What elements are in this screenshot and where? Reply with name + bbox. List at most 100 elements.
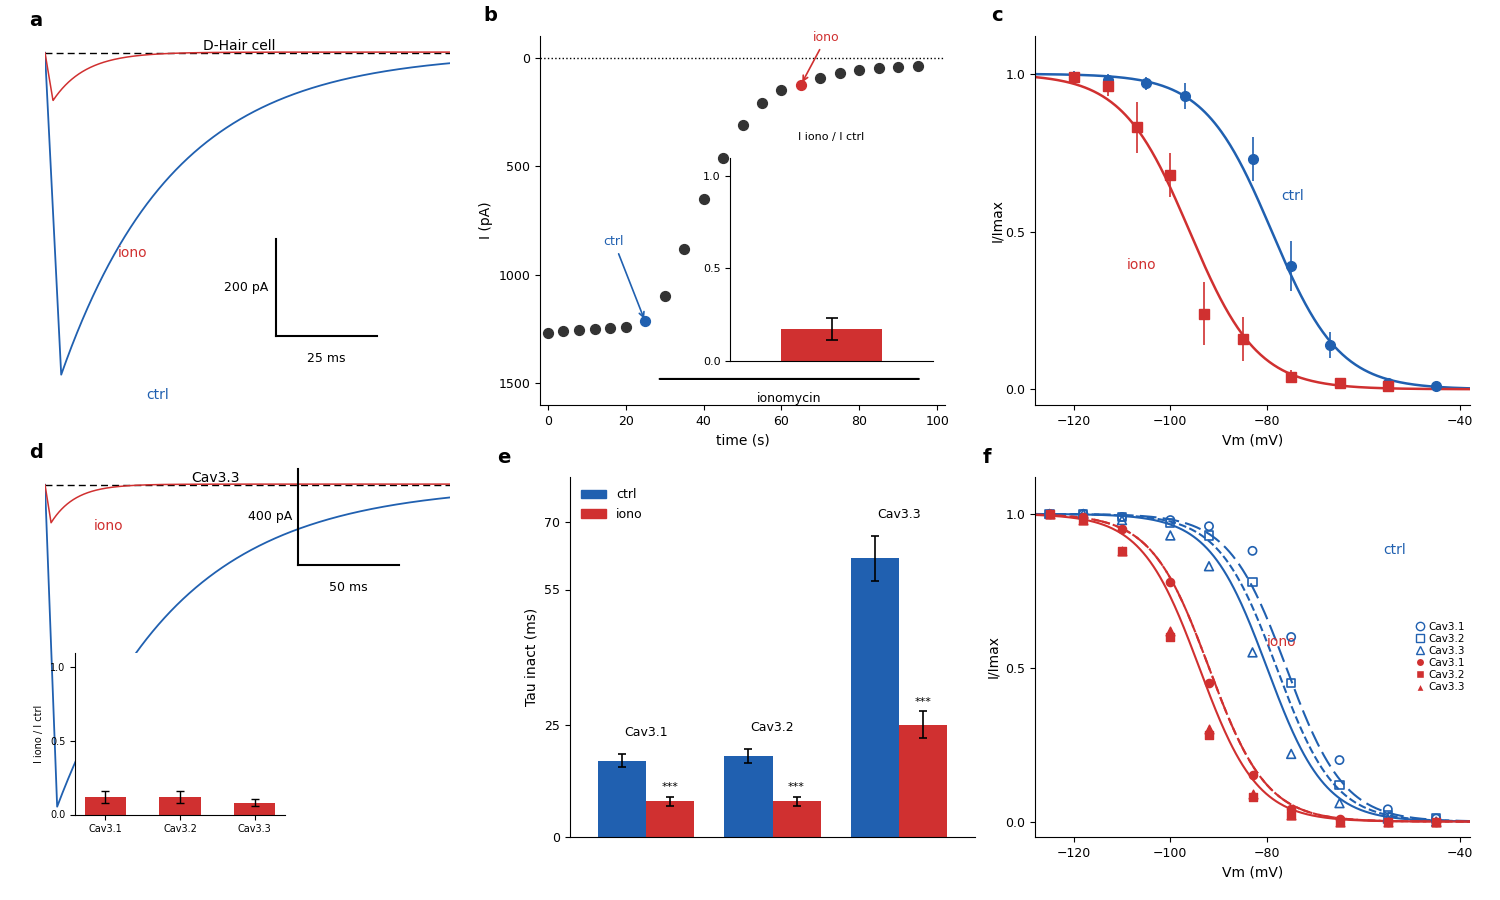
Point [1110, 509, 1134, 524]
Text: 400 pA: 400 pA [248, 510, 292, 524]
Bar [850, 558, 898, 837]
Legend: Cav3.1, Cav3.2, Cav3.3, Cav3.1, Cav3.2, Cav3.3: Cav3.1, Cav3.2, Cav3.3, Cav3.1, Cav3.2, … [1414, 622, 1466, 692]
Point [633, 314, 657, 328]
Bar [772, 801, 820, 837]
Text: iono: iono [802, 32, 838, 81]
Point [1280, 630, 1304, 644]
Point [730, 118, 754, 132]
Point [770, 83, 794, 97]
Point [906, 58, 930, 73]
Point [1328, 778, 1352, 792]
Point [1328, 814, 1352, 829]
Point [867, 61, 891, 76]
Point [598, 320, 622, 335]
Point [1376, 811, 1400, 825]
Text: Cav3.3: Cav3.3 [878, 508, 921, 520]
Point [1376, 814, 1400, 829]
Point [1424, 814, 1448, 829]
Point [1197, 528, 1221, 543]
Text: 200 pA: 200 pA [224, 282, 267, 294]
Point [1376, 814, 1400, 829]
Point [614, 320, 638, 334]
Point [1158, 513, 1182, 527]
Bar [84, 796, 126, 814]
Point [711, 150, 735, 165]
Point [750, 96, 774, 111]
Y-axis label: I/Imax: I/Imax [986, 635, 999, 679]
Text: iono: iono [118, 246, 147, 260]
Text: ctrl: ctrl [1281, 189, 1304, 203]
Text: iono: iono [93, 519, 123, 534]
Point [1376, 814, 1400, 829]
Text: ctrl: ctrl [134, 796, 158, 811]
Text: Cav3.2: Cav3.2 [750, 721, 795, 734]
Point [652, 289, 676, 303]
Point [1158, 516, 1182, 530]
Point [1280, 747, 1304, 761]
Y-axis label: I iono / I ctrl: I iono / I ctrl [34, 705, 45, 762]
Text: Cav3.1: Cav3.1 [624, 725, 668, 739]
Bar [724, 756, 772, 837]
Point [536, 326, 560, 340]
Point [1158, 630, 1182, 644]
X-axis label: Vm (mV): Vm (mV) [1222, 865, 1282, 879]
Text: iono: iono [1268, 635, 1296, 649]
Point [886, 59, 910, 74]
Text: e: e [496, 448, 510, 467]
Text: ctrl: ctrl [1383, 543, 1406, 557]
Point [692, 192, 715, 206]
Point [1197, 519, 1221, 534]
Text: ctrl: ctrl [147, 388, 170, 402]
Point [1071, 507, 1095, 521]
Point [1158, 528, 1182, 543]
Point [1328, 796, 1352, 810]
Text: Cav3.3: Cav3.3 [190, 471, 240, 485]
Point [1071, 507, 1095, 521]
Point [1038, 507, 1062, 521]
Point [1038, 507, 1062, 521]
Point [1158, 624, 1182, 638]
Point [1280, 808, 1304, 823]
Text: ***: *** [915, 697, 932, 706]
Text: ctrl: ctrl [603, 236, 644, 317]
Point [582, 322, 606, 337]
Point [1376, 808, 1400, 823]
Point [1240, 787, 1264, 801]
Point [1424, 811, 1448, 825]
Point [1424, 811, 1448, 825]
Point [1376, 802, 1400, 816]
Point [1110, 544, 1134, 558]
Point [1197, 676, 1221, 690]
Bar [159, 796, 201, 814]
Text: D-Hair cell: D-Hair cell [202, 39, 276, 53]
X-axis label: time (s): time (s) [716, 433, 770, 447]
Point [1280, 802, 1304, 816]
Point [1038, 507, 1062, 521]
Point [1110, 513, 1134, 527]
Point [808, 71, 832, 86]
Point [1240, 769, 1264, 783]
Point [567, 323, 591, 338]
Point [1424, 814, 1448, 829]
Point [1071, 509, 1095, 524]
Y-axis label: I/Imax: I/Imax [990, 199, 1004, 242]
Point [1071, 507, 1095, 521]
Point [1110, 509, 1134, 524]
Point [1197, 722, 1221, 736]
Point [1328, 814, 1352, 829]
Point [847, 63, 871, 77]
Y-axis label: Tau inact (ms): Tau inact (ms) [525, 608, 538, 706]
Point [1424, 814, 1448, 829]
Point [1240, 645, 1264, 660]
Text: 50 ms: 50 ms [330, 581, 368, 594]
Y-axis label: I (pA): I (pA) [478, 202, 494, 239]
Bar [898, 724, 946, 837]
Point [1158, 574, 1182, 589]
X-axis label: Vm (mV): Vm (mV) [1222, 433, 1282, 447]
Bar [234, 803, 276, 815]
Text: iono: iono [1126, 258, 1156, 273]
Point [1038, 507, 1062, 521]
Text: c: c [992, 6, 1004, 25]
Text: f: f [982, 448, 992, 467]
Point [1038, 507, 1062, 521]
